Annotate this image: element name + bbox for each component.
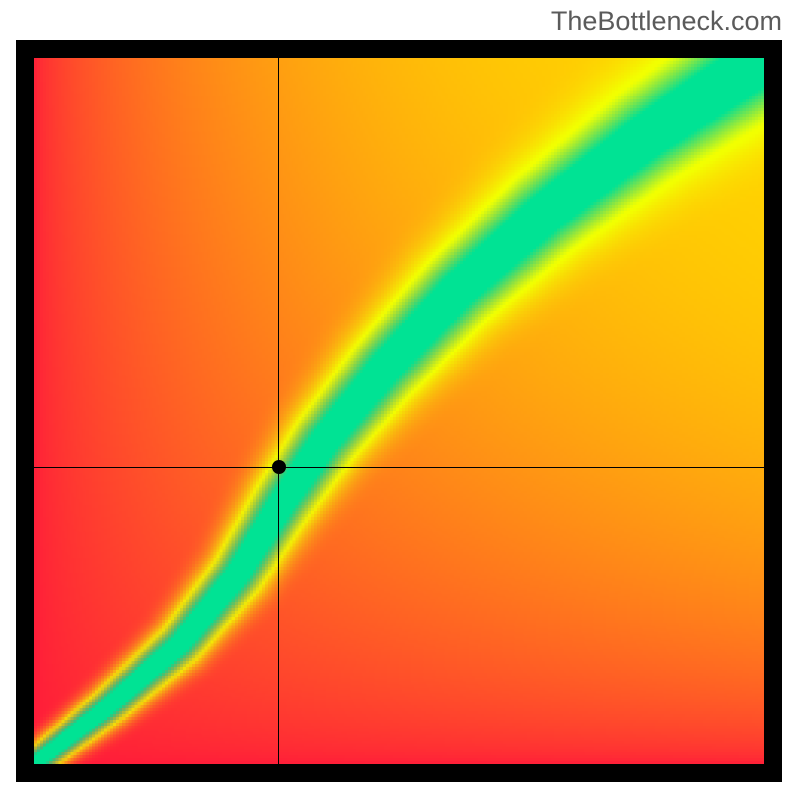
attribution-text: TheBottleneck.com: [551, 6, 782, 37]
heatmap-canvas: [34, 58, 764, 764]
page-container: TheBottleneck.com: [0, 0, 800, 800]
heatmap-chart: [16, 40, 782, 782]
